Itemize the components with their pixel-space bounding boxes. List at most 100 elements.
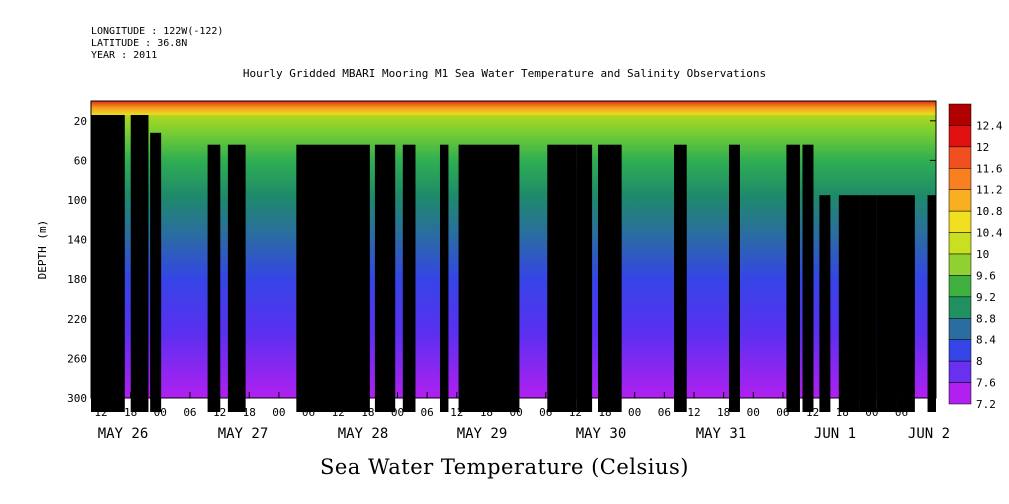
- x-day-label: MAY 27: [218, 426, 269, 442]
- colorbar-label: 9.2: [976, 291, 996, 304]
- colorbar-label: 10: [976, 248, 989, 261]
- colorbar-swatch: [948, 253, 972, 276]
- data-gap: [402, 144, 416, 412]
- data-gap: [728, 144, 740, 412]
- data-gap: [576, 144, 593, 412]
- x-tick-label: 00: [628, 406, 641, 419]
- x-tick-label: 18: [717, 406, 730, 419]
- data-gap: [296, 144, 370, 412]
- data-gap: [91, 115, 125, 412]
- data-gap: [802, 144, 814, 412]
- colorbar-label: 8.4: [976, 334, 996, 347]
- year-label: YEAR : 2011: [91, 50, 158, 61]
- data-gap: [130, 115, 149, 412]
- data-gap: [674, 144, 687, 412]
- data-gap: [786, 144, 800, 412]
- colorbar-label: 10.4: [976, 227, 1003, 240]
- latitude-label: LATITUDE : 36.8N: [91, 38, 188, 49]
- x-day-label: MAY 31: [696, 426, 747, 442]
- colorbar-swatch: [948, 168, 972, 190]
- colorbar-label: 12: [976, 141, 989, 154]
- y-tick-label: 260: [67, 352, 87, 365]
- data-gap: [927, 195, 936, 412]
- colorbar-swatch: [948, 189, 972, 212]
- colorbar-label: 8: [976, 355, 983, 368]
- x-tick-label: 12: [569, 406, 582, 419]
- x-tick-label: 12: [806, 406, 819, 419]
- colorbar-swatch: [948, 232, 972, 255]
- x-tick-label: 06: [302, 406, 315, 419]
- y-tick-label: 180: [67, 273, 87, 286]
- y-axis-label: DEPTH (m): [36, 220, 49, 280]
- colorbar-swatch: [948, 146, 972, 169]
- x-tick-label: 00: [272, 406, 285, 419]
- y-tick-label: 100: [67, 194, 87, 207]
- chart-xlabel: Sea Water Temperature (Celsius): [319, 455, 689, 479]
- y-tick-label: 20: [74, 115, 87, 128]
- x-tick-label: 06: [658, 406, 671, 419]
- colorbar-swatch: [948, 339, 972, 362]
- x-tick-label: 12: [450, 406, 463, 419]
- colorbar-label: 8.8: [976, 312, 996, 325]
- colorbar-swatch: [948, 360, 972, 383]
- y-tick-label: 60: [74, 154, 87, 167]
- x-tick-label: 12: [687, 406, 700, 419]
- x-tick-label: 18: [124, 406, 137, 419]
- y-tick-label: 300: [67, 392, 87, 405]
- x-tick-label: 00: [154, 406, 167, 419]
- x-tick-label: 18: [836, 406, 849, 419]
- data-gap: [207, 144, 221, 412]
- colorbar-label: 12.4: [976, 119, 1003, 132]
- longitude-label: LONGITUDE : 122W(-122): [91, 26, 224, 37]
- colorbar-swatch: [948, 382, 972, 405]
- x-day-label: MAY 30: [576, 426, 627, 442]
- x-day-label: JUN 1: [814, 426, 856, 442]
- x-tick-label: 06: [539, 406, 552, 419]
- colorbar-swatch: [948, 296, 972, 319]
- chart-title: Hourly Gridded MBARI Mooring M1 Sea Wate…: [242, 67, 767, 80]
- data-gap: [150, 132, 162, 412]
- x-tick-label: 00: [747, 406, 760, 419]
- data-gap: [458, 144, 520, 412]
- x-day-label: MAY 26: [98, 426, 149, 442]
- colorbar-swatch: [948, 275, 972, 298]
- data-gap: [227, 144, 246, 412]
- x-tick-label: 06: [776, 406, 789, 419]
- data-gap: [876, 195, 898, 412]
- x-day-label: MAY 28: [338, 426, 389, 442]
- x-tick-label: 18: [361, 406, 374, 419]
- colorbar-label: 9.6: [976, 269, 996, 282]
- colorbar-label: 10.8: [976, 205, 1003, 218]
- data-gap: [598, 144, 622, 412]
- x-tick-label: 12: [213, 406, 226, 419]
- x-tick-label: 18: [598, 406, 611, 419]
- colorbar-label: 7.6: [976, 377, 996, 390]
- x-tick-label: 06: [895, 406, 908, 419]
- x-tick-label: 00: [509, 406, 522, 419]
- data-gap: [859, 195, 877, 412]
- data-gap: [819, 195, 831, 412]
- y-tick-label: 140: [67, 234, 87, 247]
- colorbar-label: 11.6: [976, 162, 1003, 175]
- x-tick-label: 06: [421, 406, 434, 419]
- data-gap: [439, 144, 449, 412]
- colorbar-swatch: [948, 210, 972, 233]
- x-day-label: MAY 29: [457, 426, 508, 442]
- colorbar-swatch: [948, 125, 972, 148]
- x-tick-label: 00: [865, 406, 878, 419]
- data-gap: [547, 144, 577, 412]
- data-gap: [374, 144, 396, 412]
- surface-warm-layer: [91, 101, 936, 115]
- x-tick-label: 12: [332, 406, 345, 419]
- colorbar-label: 7.2: [976, 398, 996, 411]
- colorbar-swatch: [948, 318, 972, 340]
- x-tick-label: 00: [391, 406, 404, 419]
- x-tick-label: 18: [243, 406, 256, 419]
- plot-frame: [90, 100, 937, 399]
- data-gap: [838, 195, 860, 412]
- colorbar-swatch: [948, 103, 972, 126]
- colorbar-label: 11.2: [976, 184, 1003, 197]
- x-tick-label: 18: [480, 406, 493, 419]
- x-tick-label: 06: [183, 406, 196, 419]
